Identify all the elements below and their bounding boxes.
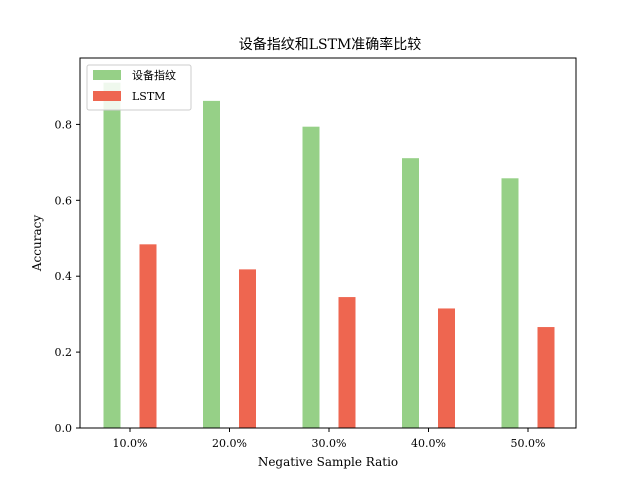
legend-swatch-series-1: [93, 70, 121, 80]
bar-series-2-2: [239, 269, 256, 428]
x-tick-label: 30.0%: [312, 437, 347, 450]
x-tick-label: 20.0%: [212, 437, 247, 450]
bar-series-2-3: [338, 297, 356, 428]
y-tick-label: 0.6: [55, 194, 73, 207]
y-tick-label: 0.8: [55, 118, 73, 131]
x-axis: 10.0% 20.0% 30.0% 40.0% 50.0%: [113, 428, 546, 450]
bar-series-2-4: [438, 308, 455, 428]
bar-series-1-2: [203, 100, 220, 428]
x-tick-label: 10.0%: [113, 437, 148, 450]
x-axis-label: Negative Sample Ratio: [258, 455, 398, 469]
bar-series-1-4: [402, 158, 419, 428]
x-tick-label: 50.0%: [511, 437, 546, 450]
plot-area: [103, 82, 555, 429]
y-tick-label: 0.0: [55, 422, 73, 435]
legend-swatch-series-2: [93, 91, 121, 101]
x-tick-label: 40.0%: [411, 437, 446, 450]
y-tick-label: 0.4: [55, 270, 73, 283]
legend: 设备指纹 LSTM: [86, 64, 192, 111]
legend-label-series-2: LSTM: [132, 90, 165, 103]
bar-series-2-5: [537, 327, 555, 428]
bar-series-2-1: [139, 244, 157, 428]
bar-series-1-5: [501, 178, 519, 428]
legend-label-series-1: 设备指纹: [132, 68, 176, 82]
y-axis-label: Accuracy: [30, 215, 44, 272]
plot-frame: [79, 57, 577, 429]
bar-series-1-3: [302, 126, 320, 428]
chart-title: 设备指纹和LSTM准确率比较: [239, 36, 422, 53]
y-axis: 0.0 0.2 0.4 0.6 0.8: [55, 118, 80, 435]
y-tick-label: 0.2: [55, 346, 73, 359]
bar-series-1-1: [103, 82, 121, 429]
